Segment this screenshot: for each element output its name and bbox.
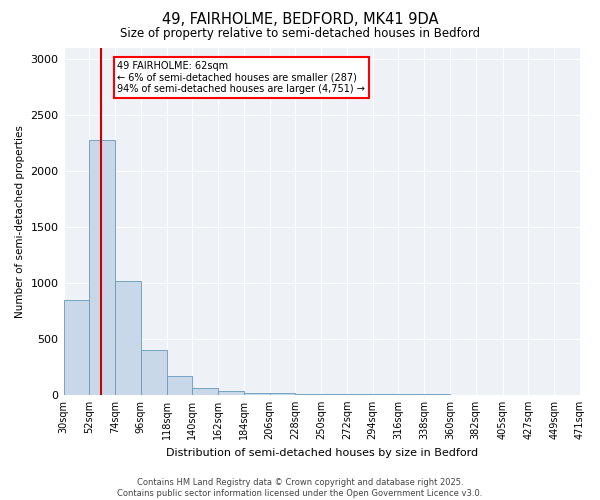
Bar: [64, 300, 89, 395]
Text: Size of property relative to semi-detached houses in Bedford: Size of property relative to semi-detach…: [120, 28, 480, 40]
Bar: [218, 392, 244, 395]
Text: 49 FAIRHOLME: 62sqm
← 6% of semi-detached houses are smaller (287)
94% of semi-d: 49 FAIRHOLME: 62sqm ← 6% of semi-detache…: [118, 61, 365, 94]
Bar: [347, 394, 373, 395]
Bar: [295, 394, 321, 395]
Y-axis label: Number of semi-detached properties: Number of semi-detached properties: [15, 124, 25, 318]
Bar: [167, 376, 193, 395]
Bar: [115, 280, 141, 395]
Bar: [244, 392, 269, 395]
Bar: [269, 393, 295, 395]
Text: Contains HM Land Registry data © Crown copyright and database right 2025.
Contai: Contains HM Land Registry data © Crown c…: [118, 478, 482, 498]
Text: 49, FAIRHOLME, BEDFORD, MK41 9DA: 49, FAIRHOLME, BEDFORD, MK41 9DA: [162, 12, 438, 28]
Bar: [193, 388, 218, 395]
Bar: [141, 350, 167, 395]
Bar: [89, 140, 115, 395]
X-axis label: Distribution of semi-detached houses by size in Bedford: Distribution of semi-detached houses by …: [166, 448, 478, 458]
Bar: [321, 394, 347, 395]
